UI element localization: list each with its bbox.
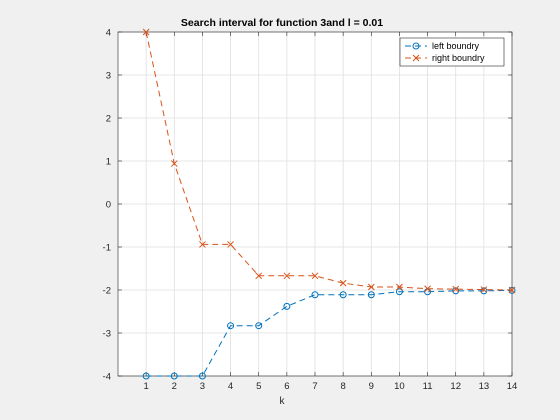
data-point bbox=[367, 283, 375, 291]
x-tick-label: 1 bbox=[143, 381, 148, 392]
series-line bbox=[146, 289, 513, 377]
data-point bbox=[311, 272, 319, 280]
series-2 bbox=[142, 28, 516, 294]
x-tick-label: 7 bbox=[312, 381, 317, 392]
data-point bbox=[395, 288, 403, 296]
data-point bbox=[227, 241, 234, 248]
data-point bbox=[142, 28, 150, 36]
data-point bbox=[424, 285, 431, 293]
data-point bbox=[508, 286, 516, 294]
legend-marker bbox=[412, 54, 420, 62]
data-point bbox=[170, 372, 178, 380]
data-point bbox=[199, 241, 206, 248]
x-tick-label: 3 bbox=[200, 381, 205, 392]
legend-item-2: right boundry bbox=[405, 53, 485, 63]
data-point bbox=[142, 372, 150, 380]
data-point bbox=[452, 287, 460, 295]
data-point bbox=[283, 272, 291, 280]
x-tick-label: 8 bbox=[340, 381, 345, 392]
x-tick-label: 10 bbox=[394, 381, 405, 392]
x-tick-label: 14 bbox=[507, 381, 518, 392]
y-tick-label: 1 bbox=[106, 157, 111, 168]
x-tick-label: 12 bbox=[450, 381, 461, 392]
x-tick-label: 4 bbox=[228, 381, 233, 392]
legend-box bbox=[399, 37, 505, 67]
y-tick-label: -1 bbox=[103, 243, 111, 254]
x-tick-label: 13 bbox=[479, 381, 490, 392]
data-point bbox=[170, 160, 178, 167]
series-layer bbox=[142, 28, 516, 380]
legend-label: left boundry bbox=[432, 41, 480, 51]
x-axis-label: k bbox=[280, 396, 286, 407]
data-point bbox=[339, 279, 347, 287]
data-point bbox=[480, 286, 488, 293]
data-point bbox=[367, 291, 375, 299]
data-point bbox=[198, 372, 206, 380]
series-1 bbox=[142, 286, 516, 380]
data-point bbox=[480, 287, 488, 295]
x-tick-label: 9 bbox=[369, 381, 374, 392]
data-point bbox=[339, 291, 347, 299]
data-point bbox=[255, 272, 263, 280]
y-tick-label: 4 bbox=[106, 28, 111, 39]
legend-marker bbox=[412, 42, 420, 50]
y-tick-label: -3 bbox=[103, 329, 111, 340]
y-tick-label: 0 bbox=[106, 200, 111, 211]
y-tick-label: -2 bbox=[103, 286, 111, 297]
series-line bbox=[145, 31, 513, 291]
data-point bbox=[452, 285, 460, 293]
data-point bbox=[255, 322, 263, 330]
y-tick-label: 3 bbox=[106, 71, 111, 82]
x-tick-label: 11 bbox=[423, 381, 433, 392]
legend-item-1: left boundry bbox=[405, 41, 480, 51]
x-tick-label: 5 bbox=[256, 381, 261, 392]
legend: left boundry right boundry bbox=[399, 37, 505, 67]
x-tick-label: 6 bbox=[284, 381, 289, 392]
data-point bbox=[311, 291, 319, 299]
legend-label: right boundry bbox=[432, 53, 485, 63]
data-point bbox=[396, 283, 403, 291]
x-tick-label: 2 bbox=[172, 381, 177, 392]
chart-title: Search interval for function 3and l = 0.… bbox=[181, 17, 383, 29]
data-point bbox=[283, 302, 291, 310]
y-tick-label: -4 bbox=[103, 372, 111, 383]
y-tick-label: 2 bbox=[106, 114, 111, 125]
data-point bbox=[227, 322, 235, 330]
